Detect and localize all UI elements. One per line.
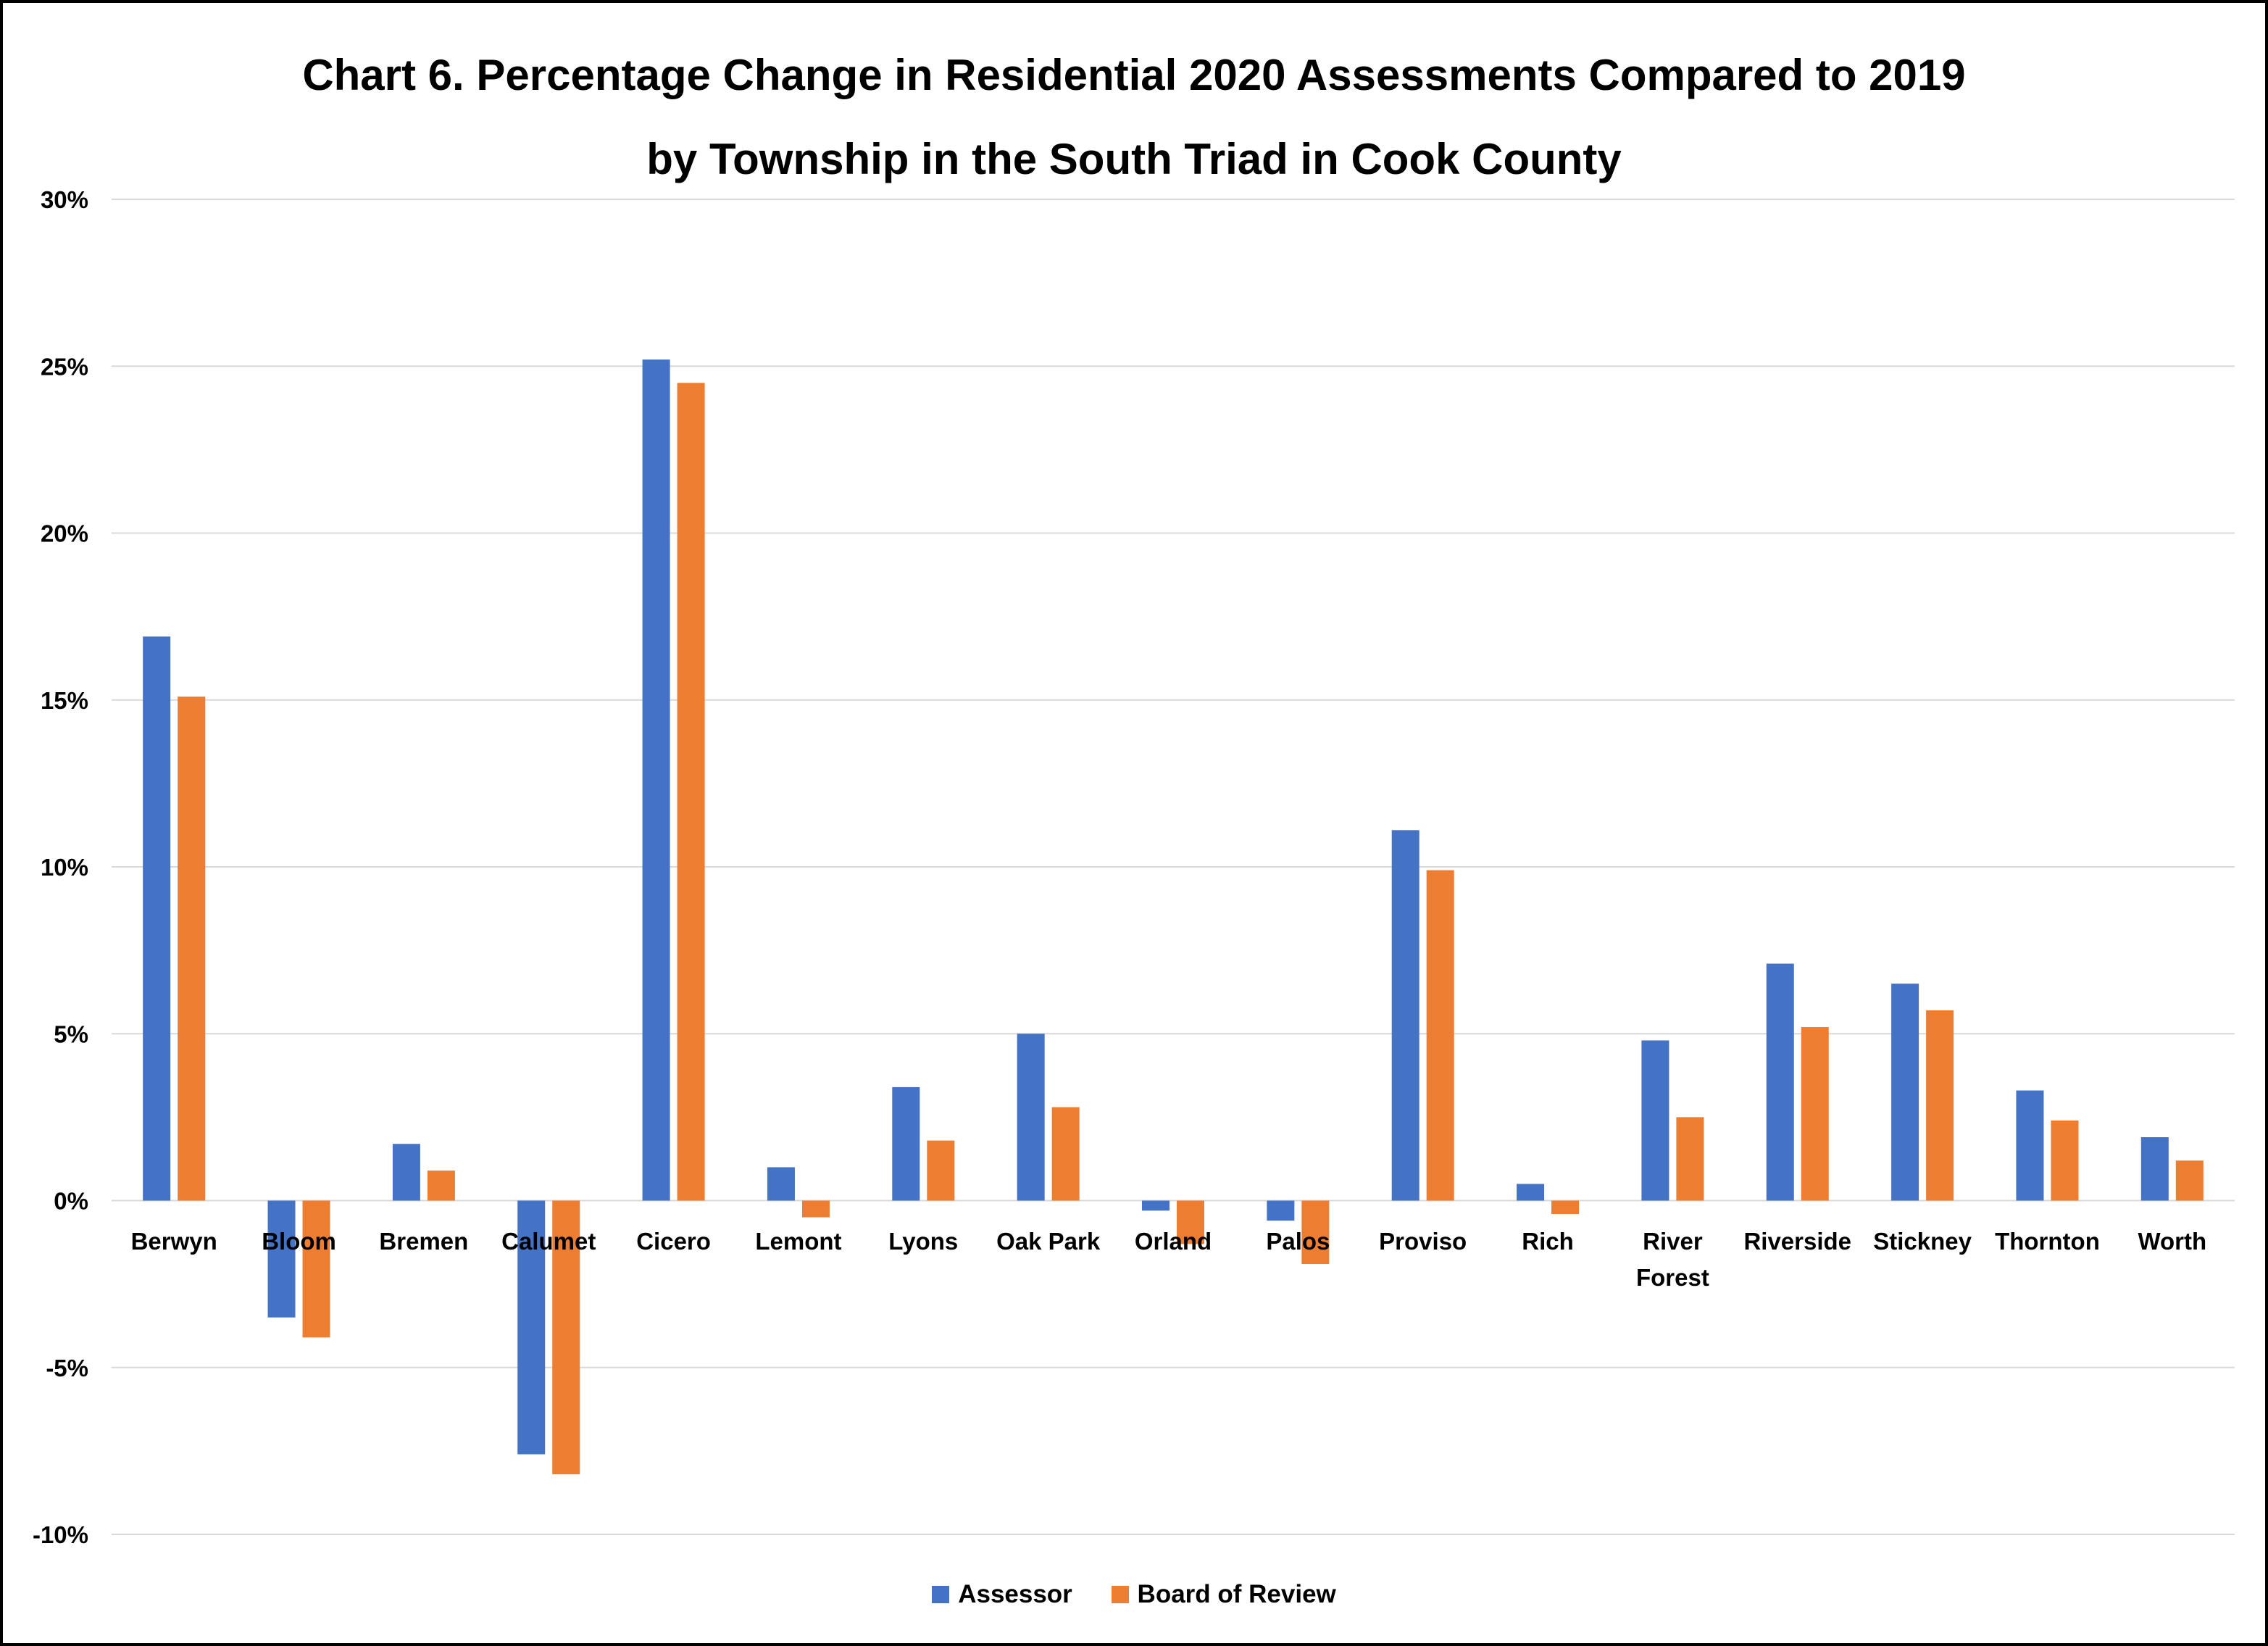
x-tick-label-cicero: Cicero <box>636 1228 711 1255</box>
x-tick-label-calumet: Calumet <box>501 1228 596 1255</box>
bar-assessor-thornton <box>2016 1090 2044 1201</box>
bar-board-of-review-worth <box>2175 1160 2204 1201</box>
legend-swatch-assessor <box>932 1586 950 1603</box>
x-tick-label-lemont: Lemont <box>755 1228 841 1255</box>
bars <box>143 359 2204 1475</box>
bar-assessor-bloom <box>267 1200 296 1318</box>
x-tick-label-palos: Palos <box>1266 1228 1330 1255</box>
x-tick-label-lyons: Lyons <box>888 1228 958 1255</box>
bar-assessor-calumet <box>517 1200 546 1455</box>
bar-assessor-stickney <box>1891 984 1919 1201</box>
bar-assessor-orland <box>1142 1200 1170 1211</box>
chart-title-line-1: Chart 6. Percentage Change in Residentia… <box>302 51 1966 99</box>
y-axis-tick-labels: 30% 25% 20% 15% 10% 5% 0% -5% -10% <box>33 186 88 1548</box>
bar-board-of-review-oak-park <box>1051 1107 1080 1201</box>
x-tick-label-berwyn: Berwyn <box>131 1228 217 1255</box>
gridlines <box>112 199 2235 1535</box>
y-tick-label: 0% <box>54 1188 88 1215</box>
bar-board-of-review-palos <box>1301 1200 1330 1264</box>
legend-item-board-of-review: Board of Review <box>1111 1580 1336 1609</box>
x-tick-label-stickney: Stickney <box>1873 1228 1972 1255</box>
x-tick-label-orland: Orland <box>1135 1228 1212 1255</box>
bar-board-of-review-lyons <box>927 1140 955 1201</box>
y-tick-label: -5% <box>46 1355 88 1381</box>
x-tick-label-riverside: Riverside <box>1743 1228 1851 1255</box>
bar-board-of-review-river-forest <box>1676 1117 1704 1201</box>
y-tick-label: 25% <box>41 353 88 380</box>
chart-title: Chart 6. Percentage Change in Residentia… <box>3 33 2265 201</box>
legend-swatch-board-of-review <box>1111 1586 1129 1603</box>
bar-assessor-bremen <box>392 1144 420 1201</box>
y-tick-label: 10% <box>41 854 88 881</box>
plot-area: 30% 25% 20% 15% 10% 5% 0% -5% -10% Berwyn Bloom Br… <box>33 186 2235 1548</box>
y-tick-label: 15% <box>41 687 88 714</box>
x-tick-label-worth: Worth <box>2138 1228 2206 1255</box>
x-tick-label-bloom: Bloom <box>262 1228 336 1255</box>
bar-board-of-review-calumet <box>552 1200 580 1475</box>
bar-board-of-review-riverside <box>1801 1027 1829 1201</box>
legend: Assessor Board of Review <box>3 1580 2265 1610</box>
legend-item-assessor: Assessor <box>932 1580 1072 1609</box>
y-tick-label: 20% <box>41 520 88 547</box>
bar-assessor-riverside <box>1766 963 1794 1201</box>
bar-assessor-lyons <box>892 1086 920 1201</box>
bar-board-of-review-stickney <box>1926 1010 1954 1201</box>
bar-board-of-review-berwyn <box>178 697 206 1201</box>
bar-board-of-review-lemont <box>801 1200 830 1218</box>
bar-board-of-review-proviso <box>1426 870 1454 1201</box>
x-tick-label-oak-park: Oak Park <box>996 1228 1101 1255</box>
bar-assessor-cicero <box>642 359 670 1201</box>
bar-board-of-review-bloom <box>302 1200 330 1338</box>
bar-assessor-lemont <box>767 1167 795 1201</box>
x-axis-tick-labels: Berwyn Bloom Bremen Calumet Cicero Lemont Lyon… <box>131 1228 2207 1291</box>
bar-assessor-berwyn <box>143 636 171 1201</box>
bar-board-of-review-bremen <box>427 1171 455 1201</box>
legend-label-board-of-review: Board of Review <box>1137 1580 1336 1608</box>
x-tick-label-bremen: Bremen <box>379 1228 468 1255</box>
x-tick-label-proviso: Proviso <box>1379 1228 1467 1255</box>
x-tick-label-rich: Rich <box>1522 1228 1574 1255</box>
bar-board-of-review-cicero <box>677 383 705 1201</box>
y-tick-label: 30% <box>41 186 88 213</box>
bar-assessor-rich <box>1517 1184 1545 1201</box>
bar-assessor-worth <box>2140 1137 2169 1201</box>
x-tick-label-river-forest: River Forest <box>1636 1228 1709 1291</box>
bar-assessor-proviso <box>1391 830 1419 1201</box>
bar-board-of-review-thornton <box>2051 1120 2079 1201</box>
bar-assessor-oak-park <box>1017 1034 1045 1201</box>
bar-board-of-review-orland <box>1177 1200 1204 1244</box>
bar-assessor-palos <box>1267 1200 1295 1221</box>
bar-assessor-river-forest <box>1641 1040 1669 1201</box>
y-tick-label: -10% <box>33 1521 88 1548</box>
y-tick-label: 5% <box>54 1021 88 1047</box>
legend-label-assessor: Assessor <box>958 1580 1072 1608</box>
bar-board-of-review-rich <box>1551 1200 1580 1214</box>
chart-title-line-2: by Township in the South Triad in Cook C… <box>646 135 1622 183</box>
x-tick-label-thornton: Thornton <box>1995 1228 2100 1255</box>
